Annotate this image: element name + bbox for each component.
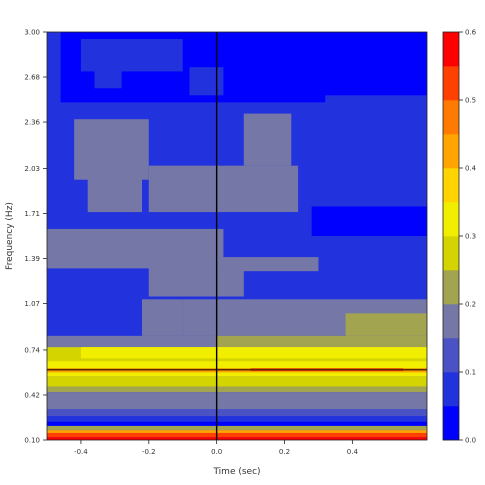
heatmap-region-33	[47, 421, 427, 426]
y-tick-label-0: 0.10	[24, 437, 40, 445]
heatmap-region-36	[47, 432, 427, 438]
colorbar-level-5	[443, 236, 459, 271]
heatmap-region-32	[47, 416, 427, 424]
y-tick-label-2: 0.74	[24, 346, 40, 354]
x-tick-label-1: -0.2	[142, 448, 156, 456]
heatmap-region-35	[47, 430, 427, 433]
colorbar-level-2	[443, 338, 459, 373]
heatmap-region-8	[74, 119, 149, 180]
x-axis: -0.4 -0.2 0.0 0.2 0.4	[74, 440, 358, 456]
y-tick-label-3: 1.07	[24, 300, 40, 308]
y-tick-label-5: 1.71	[24, 210, 40, 218]
y-axis-title: Frequency (Hz)	[5, 202, 15, 270]
y-tick-label-4: 1.39	[24, 255, 40, 263]
heatmap-region-24	[80, 347, 427, 359]
colorbar-level-0	[443, 406, 459, 441]
colorbar-level-1	[443, 372, 459, 407]
x-axis-title: Time (sec)	[212, 467, 260, 477]
colorbar-axis: 0.0 0.1 0.2 0.3 0.4 0.5 0.6	[459, 29, 477, 445]
y-tick-label-7: 2.36	[24, 119, 40, 127]
heatmap-region-29	[47, 386, 427, 393]
heatmap-region-22	[216, 335, 427, 350]
x-tick-label-4: 0.4	[347, 448, 359, 456]
colorbar-tick-label-1: 0.1	[465, 369, 476, 377]
colorbar-tick-label-6: 0.6	[465, 29, 477, 37]
colorbar-level-8	[443, 134, 459, 169]
colorbar-level-3	[443, 304, 459, 339]
heatmap-region-4	[94, 46, 122, 89]
colorbar	[443, 32, 459, 441]
heatmap-region-30	[47, 392, 427, 410]
heatmap-region-34	[47, 425, 427, 431]
colorbar-level-7	[443, 168, 459, 203]
heatmap-region-37	[47, 437, 427, 440]
heatmap-region-5	[189, 67, 224, 96]
heatmap-region-6	[318, 32, 427, 96]
colorbar-level-9	[443, 100, 459, 135]
colorbar-tick-label-4: 0.4	[465, 165, 477, 173]
colorbar-tick-label-2: 0.2	[465, 301, 476, 309]
colorbar-level-6	[443, 202, 459, 237]
x-tick-label-2: 0.0	[211, 448, 222, 456]
heatmap-region-20	[345, 313, 427, 336]
heatmap-region-19	[142, 299, 183, 336]
colorbar-tick-label-0: 0.0	[465, 437, 476, 445]
heatmap-region-31	[47, 409, 427, 417]
heatmap-region-17	[47, 268, 149, 336]
y-tick-label-8: 2.68	[24, 74, 40, 82]
x-tick-label-3: 0.2	[279, 448, 290, 456]
y-tick-label-9: 3.00	[24, 29, 40, 37]
y-tick-label-1: 0.42	[24, 391, 40, 399]
colorbar-tick-label-3: 0.3	[465, 233, 476, 241]
plot-frame	[46, 31, 428, 441]
heatmap-regions	[47, 32, 427, 440]
heatmap-region-9	[243, 113, 292, 166]
y-axis: 0.10 0.42 0.74 1.07 1.39 1.71 2.03 2.36 2.68 3.00	[24, 29, 47, 445]
heatmap-region-16	[311, 206, 427, 236]
reference-lines	[47, 32, 427, 440]
colorbar-tick-label-5: 0.5	[465, 97, 476, 105]
colorbar-level-4	[443, 270, 459, 305]
y-tick-label-6: 2.03	[24, 165, 40, 173]
heatmap-region-28	[47, 376, 427, 387]
x-tick-label-0: -0.4	[74, 448, 88, 456]
colorbar-level-10	[443, 66, 459, 101]
colorbar-level-11	[443, 32, 459, 67]
